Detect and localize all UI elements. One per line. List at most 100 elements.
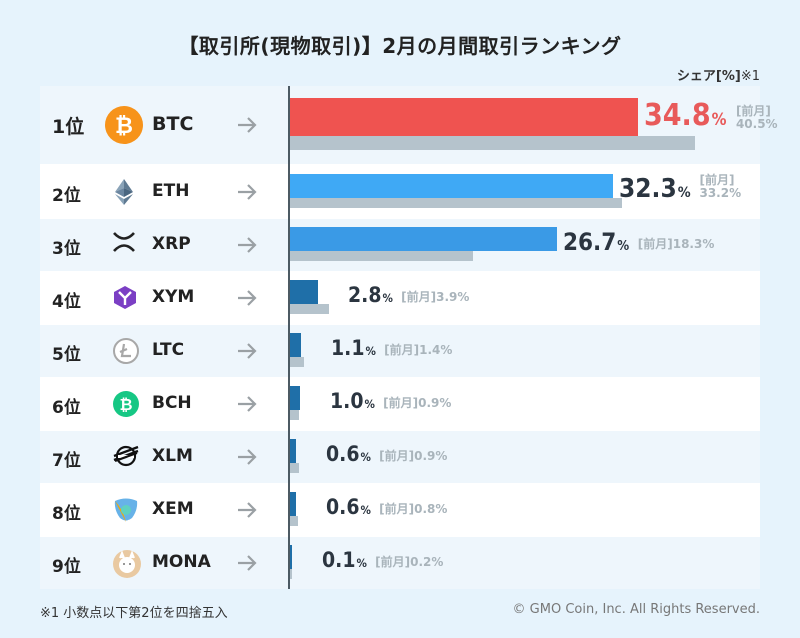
ranking-row-ltc: 5位 LTC xyxy=(40,325,760,377)
prev-month-label: [前月] xyxy=(375,555,411,569)
value-label-xrp: 26.7% xyxy=(563,228,629,256)
bar-prev-bch xyxy=(290,410,299,420)
footnote: ※1 小数点以下第2位を四捨五入 xyxy=(40,606,228,621)
arrow-right-icon xyxy=(236,394,258,418)
y-axis-line xyxy=(288,86,290,589)
arrow-right-icon xyxy=(236,182,258,206)
ticker-label: LTC xyxy=(152,340,185,360)
ranking-panel: 1位 ₿ BTC 2位 ETH 3位 XRP 4位 XYM 5位 LTC 6位 ₿ BCH 7位 XLM 8位 X… xyxy=(40,86,778,589)
rank-label: 6位 xyxy=(52,398,81,418)
rank-label: 4位 xyxy=(52,292,81,312)
value-percent-symbol: % xyxy=(356,555,367,570)
prev-month-label: [前月] xyxy=(401,290,437,304)
ticker-label: XLM xyxy=(152,446,193,466)
bar-current-ltc xyxy=(290,333,301,357)
bar-prev-xym xyxy=(290,304,329,314)
prev-label-bch: [前月]0.9% xyxy=(383,397,451,410)
prev-month-value: 18.3% xyxy=(672,237,715,251)
prev-label-mona: [前月]0.2% xyxy=(375,556,443,569)
prev-month-value: 0.9% xyxy=(418,396,452,410)
svg-text:₿: ₿ xyxy=(115,114,133,139)
bar-current-mona xyxy=(290,545,292,569)
unit-mark: ※1 xyxy=(740,69,760,84)
arrow-right-icon xyxy=(236,115,258,139)
ticker-label: BCH xyxy=(152,393,192,413)
bar-prev-xem xyxy=(290,516,298,526)
rank-label: 7位 xyxy=(52,451,81,471)
prev-label-xrp: [前月]18.3% xyxy=(638,238,715,251)
prev-month-value: 33.2% xyxy=(699,186,742,200)
value-number: 0.6 xyxy=(326,441,360,466)
ticker-label: MONA xyxy=(152,552,211,572)
ticker-label: XRP xyxy=(152,234,191,254)
bars-svg xyxy=(290,98,695,579)
prev-label-xlm: [前月]0.9% xyxy=(379,450,447,463)
prev-month-value: 40.5% xyxy=(735,117,778,131)
ranking-row-xem: 8位 XEM xyxy=(40,484,760,536)
rank-label: 8位 xyxy=(52,504,81,524)
value-number: 34.8 xyxy=(644,98,711,134)
prev-month-value: 0.9% xyxy=(414,449,448,463)
ticker-label: BTC xyxy=(152,113,194,135)
value-label-xlm: 0.6% xyxy=(326,442,371,466)
bar-current-btc xyxy=(290,98,638,136)
prev-label-xem: [前月]0.8% xyxy=(379,503,447,516)
value-percent-symbol: % xyxy=(364,396,375,411)
bar-prev-btc xyxy=(290,136,695,150)
ltc-icon xyxy=(112,337,140,369)
bar-current-eth xyxy=(290,174,613,198)
value-number: 0.1 xyxy=(322,547,356,572)
prev-month-value: 3.9% xyxy=(436,290,470,304)
value-number: 0.6 xyxy=(326,494,360,519)
arrow-right-icon xyxy=(236,500,258,524)
arrow-right-icon xyxy=(236,447,258,471)
prev-label-ltc: [前月]1.4% xyxy=(384,344,452,357)
rank-label: 2位 xyxy=(52,186,81,206)
prev-label-btc: [前月] 40.5% xyxy=(736,105,778,131)
rank-label: 3位 xyxy=(52,239,81,259)
value-label-btc: 34.8% xyxy=(644,98,726,133)
prev-month-label: [前月] xyxy=(735,104,771,118)
eth-icon xyxy=(112,178,136,210)
rank-label: 1位 xyxy=(52,116,85,138)
value-label-mona: 0.1% xyxy=(322,548,367,572)
prev-month-label: [前月] xyxy=(384,343,420,357)
bar-prev-xrp xyxy=(290,251,473,261)
ticker-label: XEM xyxy=(152,499,194,519)
prev-month-value: 0.2% xyxy=(410,555,444,569)
value-percent-symbol: % xyxy=(677,184,691,201)
value-label-xem: 0.6% xyxy=(326,495,371,519)
unit-note: シェア[%]※1 xyxy=(677,65,760,84)
arrow-right-icon xyxy=(236,235,258,259)
value-number: 1.1 xyxy=(331,335,365,360)
svg-text:₿: ₿ xyxy=(119,395,132,414)
prev-month-label: [前月] xyxy=(637,237,673,251)
prev-month-label: [前月] xyxy=(383,396,419,410)
ranking-row-xlm: 7位 XLM xyxy=(40,431,760,483)
ticker-label: XYM xyxy=(152,287,195,307)
chart-title: 【取引所(現物取引)】2月の月間取引ランキング xyxy=(178,34,622,58)
prev-month-value: 1.4% xyxy=(419,343,453,357)
ranking-row-eth: 2位 ETH xyxy=(40,166,760,218)
unit-label: シェア[%] xyxy=(676,69,741,84)
xym-icon xyxy=(112,284,138,314)
value-number: 2.8 xyxy=(348,282,382,307)
prev-label-eth: [前月] 33.2% xyxy=(699,174,741,200)
bar-current-xlm xyxy=(290,439,296,463)
bar-current-bch xyxy=(290,386,300,410)
bar-prev-mona xyxy=(290,569,292,579)
value-label-eth: 32.3% xyxy=(619,174,691,204)
value-percent-symbol: % xyxy=(360,502,371,517)
value-label-bch: 1.0% xyxy=(330,389,375,413)
xem-icon xyxy=(112,496,140,528)
prev-label-xym: [前月]3.9% xyxy=(401,291,469,304)
copyright: © GMO Coin, Inc. All Rights Reserved. xyxy=(512,602,760,617)
ranking-row-mona: 9位 MONA xyxy=(40,537,760,589)
prev-month-label: [前月] xyxy=(379,502,415,516)
btc-icon: ₿ xyxy=(104,105,144,149)
bch-icon: ₿ xyxy=(112,390,140,422)
mona-icon xyxy=(112,549,142,583)
arrow-right-icon xyxy=(236,553,258,577)
bar-prev-ltc xyxy=(290,357,304,367)
xrp-icon xyxy=(112,231,136,257)
